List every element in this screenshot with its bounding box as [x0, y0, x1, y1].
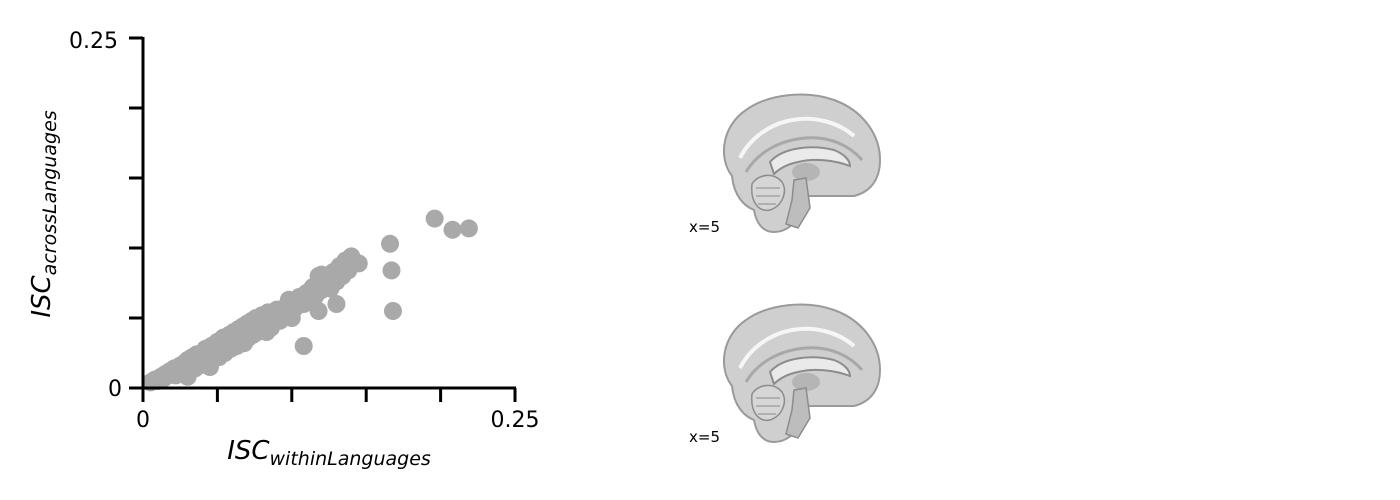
scatter-point	[200, 358, 219, 376]
y-axis-title-sub: acrossLanguages	[39, 110, 61, 275]
y-axis-title: ISCacrossLanguages	[27, 110, 61, 317]
brain-sagittal-slice-top	[722, 93, 882, 234]
brain-slice-label-bottom: x=5	[689, 428, 720, 446]
brain-slice-drawing	[722, 303, 882, 444]
scatter-points	[141, 209, 478, 392]
scatter-point	[459, 219, 478, 238]
scatter-point	[327, 295, 346, 313]
scatter-point	[443, 220, 462, 239]
brain-sagittal-slice-bottom	[722, 303, 882, 444]
x-ticks	[141, 388, 517, 402]
scatter-point	[178, 367, 197, 386]
x-tick-label-min: 0	[136, 408, 150, 433]
scatter-point	[349, 254, 368, 273]
y-axis-title-main: ISC	[27, 274, 57, 317]
scatter-point	[381, 234, 400, 253]
y-tick-label-max: 0.25	[69, 29, 118, 54]
x-axis-title: ISCwithinLanguages	[227, 436, 431, 470]
scatter-point	[382, 261, 401, 280]
scatter-plot: 0.25 0 0 0.25 ISCwithinLanguages ISCacro…	[27, 29, 540, 470]
scatter-point	[425, 209, 444, 228]
x-tick-label-max: 0.25	[491, 408, 540, 433]
y-ticks	[129, 36, 143, 390]
scatter-point	[294, 337, 313, 355]
x-axis-title-sub: withinLanguages	[270, 448, 431, 470]
brain-slice-label-top: x=5	[689, 218, 720, 236]
scatter-point	[309, 302, 328, 320]
scatter-point	[309, 267, 328, 285]
scatter-point	[383, 302, 402, 320]
y-tick-label-min: 0	[108, 377, 122, 402]
brain-slice-drawing	[722, 93, 882, 234]
x-axis-title-main: ISC	[227, 436, 270, 466]
scatter-point	[232, 320, 251, 339]
